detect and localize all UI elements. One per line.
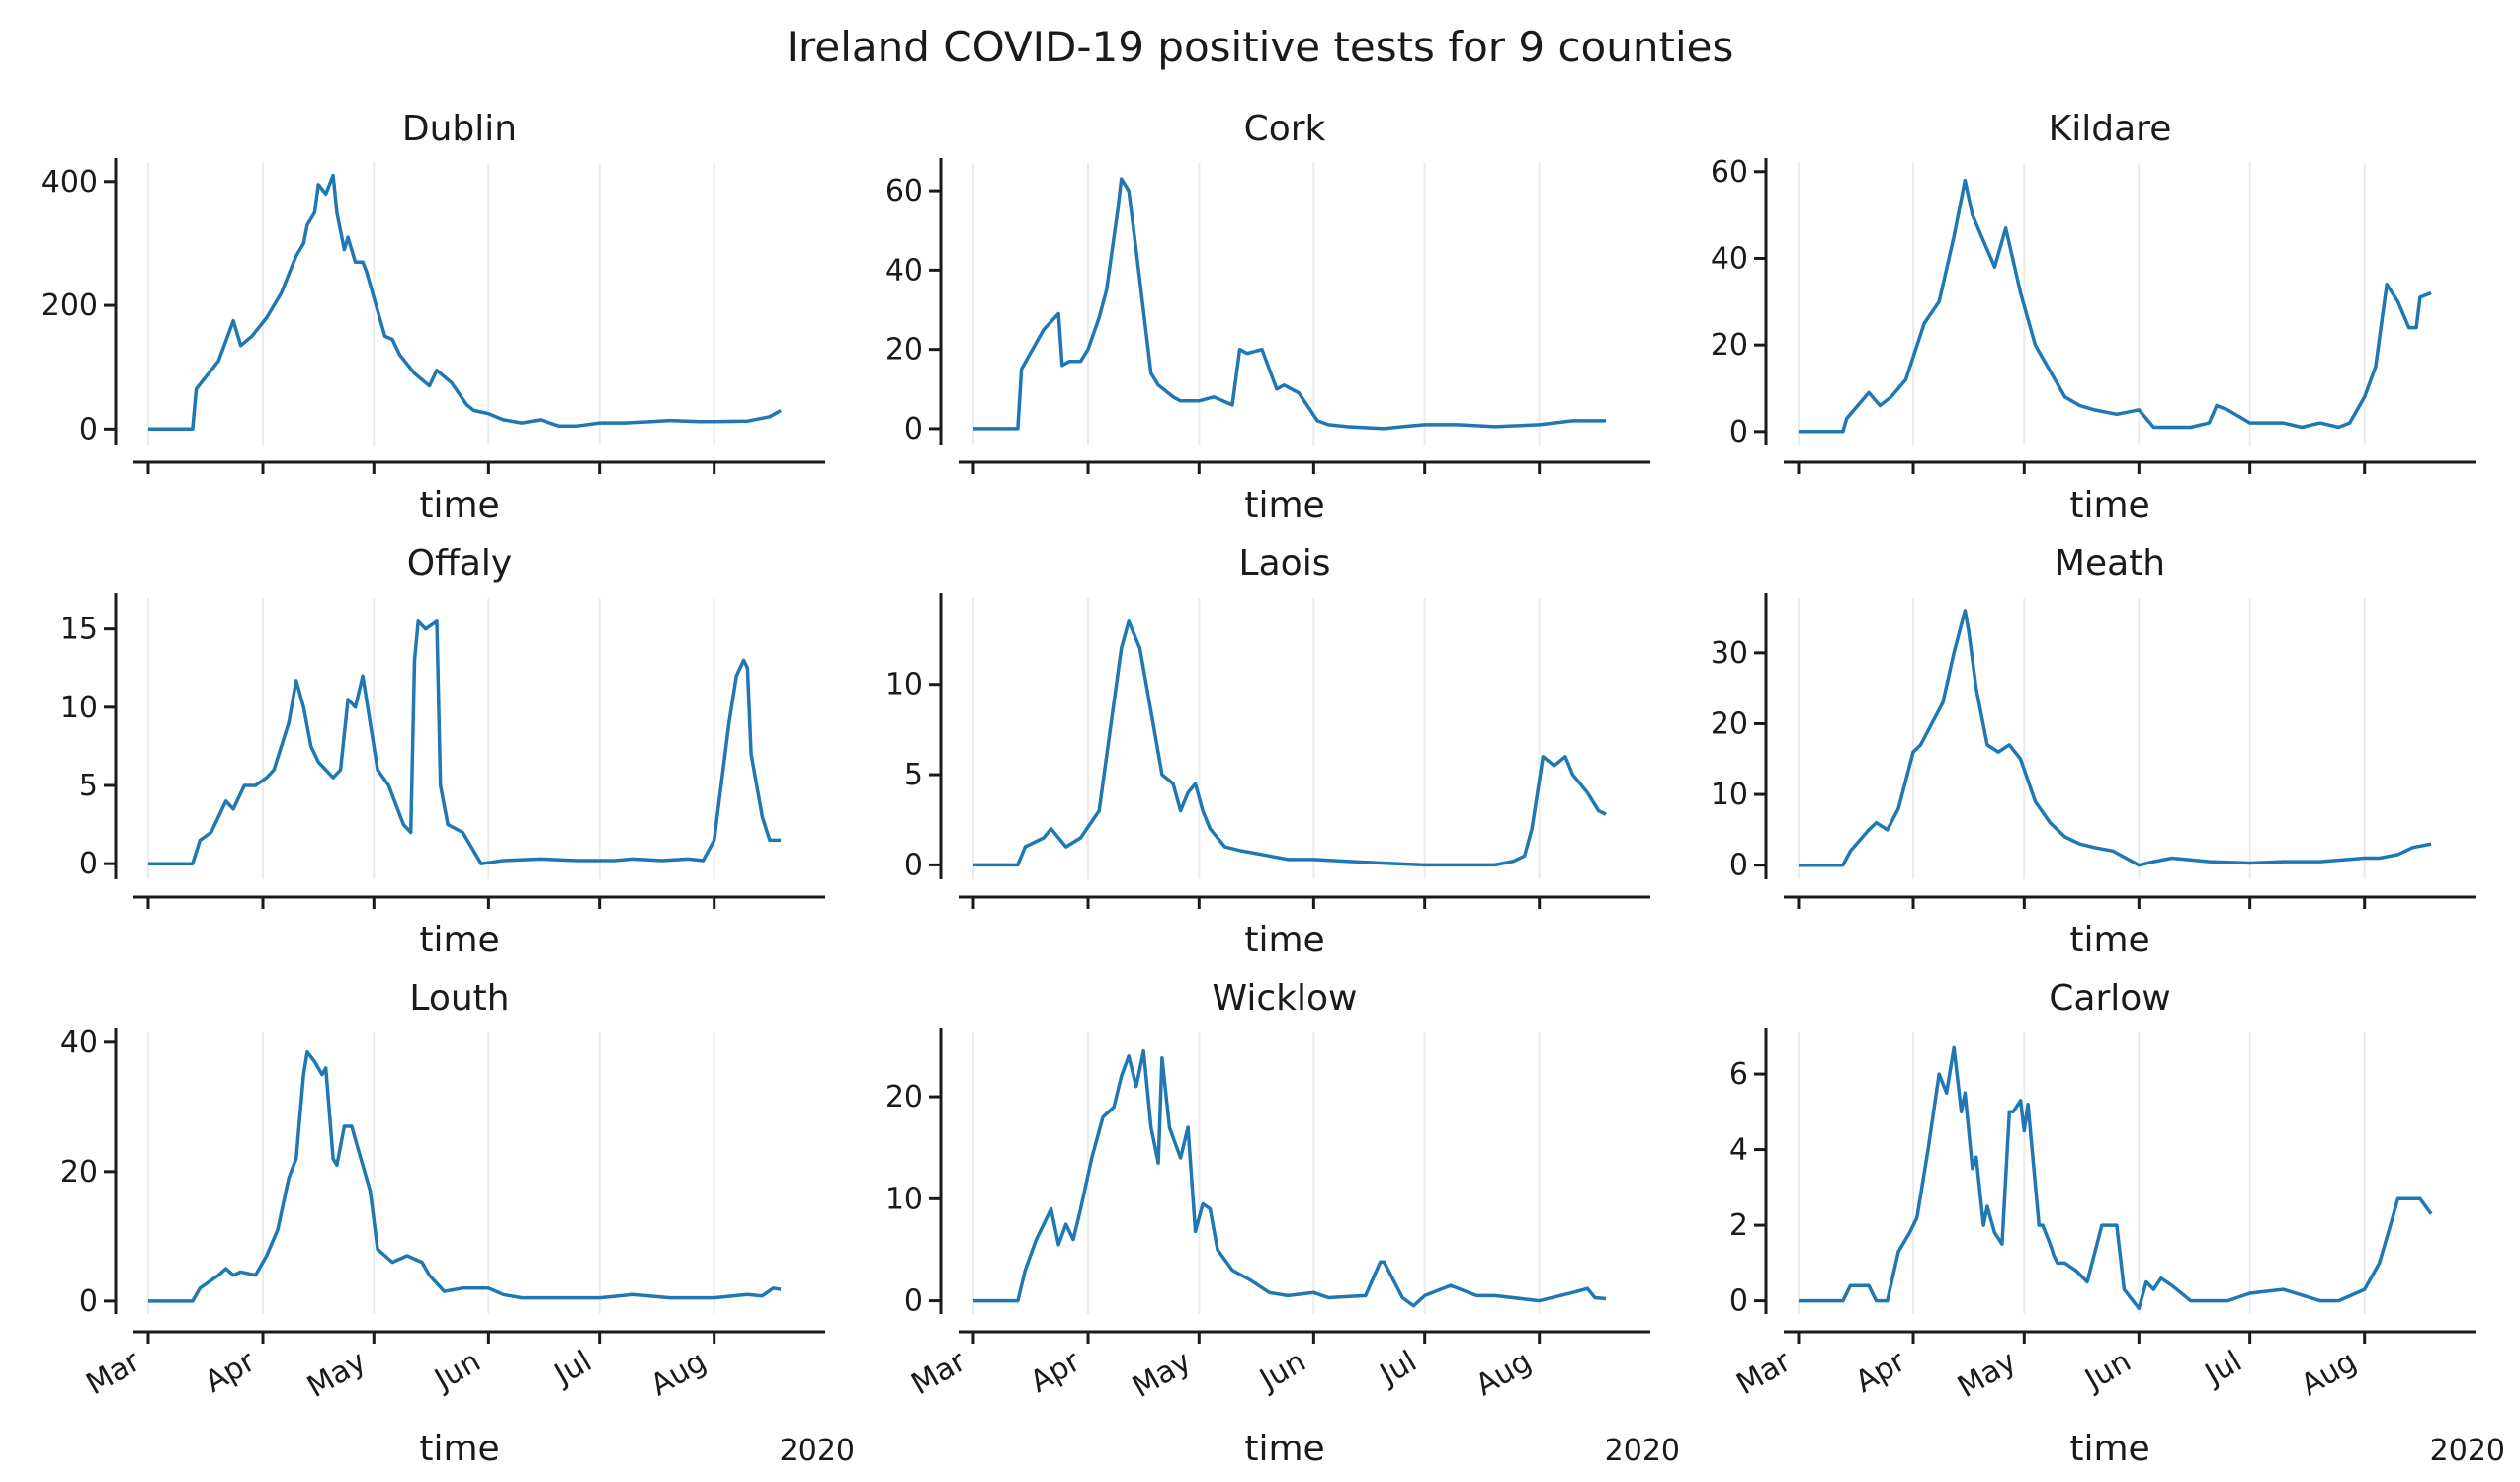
panel-dublin: 0 200 400 Dublin time	[42, 109, 825, 526]
y-tick-label: 20	[1711, 328, 1748, 363]
y-tick-label: 0	[1729, 415, 1748, 450]
series-line-dublin	[148, 173, 782, 432]
y-tick-label: 6	[1729, 1057, 1748, 1092]
x-axis-year-label: 2020	[780, 1434, 855, 1468]
x-axis-label: time	[2069, 920, 2149, 960]
figure-title: Ireland COVID-19 positive tests for 9 co…	[787, 23, 1734, 71]
x-axis-year-label: 2020	[1605, 1434, 1680, 1468]
y-tick-label: 40	[1711, 241, 1748, 276]
x-axis-label: time	[1244, 485, 1324, 526]
series-line-louth	[148, 1049, 782, 1303]
series-line-offaly	[148, 619, 782, 865]
panel-title: Cork	[1244, 109, 1326, 149]
y-tick-label: 20	[885, 333, 923, 368]
y-tick-label: 0	[79, 847, 98, 881]
y-tick-label: 60	[1711, 155, 1748, 190]
y-tick-label: 0	[1729, 1284, 1748, 1319]
y-tick-label: 200	[42, 288, 98, 323]
panel-title: Offaly	[407, 543, 513, 584]
series-line-cork	[973, 177, 1607, 431]
y-tick-label: 0	[79, 1284, 98, 1319]
panel-title: Meath	[2055, 543, 2165, 584]
series-line-meath	[1799, 609, 2432, 867]
x-axis-label: time	[419, 920, 499, 960]
y-tick-label: 40	[60, 1026, 98, 1060]
y-tick-label: 0	[904, 412, 923, 447]
y-tick-label: 0	[904, 1284, 923, 1319]
y-tick-label: 5	[79, 769, 98, 803]
series-line-laois	[973, 619, 1607, 867]
x-axis-label: time	[2069, 1429, 2149, 1469]
y-tick-label: 2	[1729, 1208, 1748, 1243]
y-tick-label: 30	[1711, 636, 1748, 671]
series-line-carlow	[1799, 1045, 2433, 1311]
panel-title: Louth	[409, 978, 509, 1019]
y-tick-label: 4	[1729, 1133, 1748, 1168]
y-tick-label: 0	[79, 412, 98, 447]
x-axis-label: time	[419, 1429, 499, 1469]
panel-title: Dublin	[402, 109, 517, 149]
panel-kildare: 0 20 40 60 Kildare time	[1711, 109, 2476, 526]
series-line-wicklow	[973, 1048, 1607, 1308]
y-tick-label: 40	[885, 253, 923, 288]
y-tick-label: 20	[885, 1080, 923, 1114]
y-tick-label: 10	[885, 668, 923, 702]
y-tick-label: 10	[885, 1182, 923, 1216]
panel-title: Wicklow	[1213, 978, 1358, 1019]
series-line-kildare	[1799, 178, 2432, 434]
y-tick-label: 0	[904, 848, 923, 882]
x-axis-label: time	[419, 485, 499, 526]
panel-cork: 0 20 40 60 Cork time	[885, 109, 1650, 526]
panel-title: Kildare	[2049, 109, 2172, 149]
y-tick-label: 10	[1711, 778, 1748, 812]
panel-title: Carlow	[2049, 978, 2170, 1019]
panel-laois: 0 5 10 Laois time	[885, 543, 1650, 960]
x-axis-year-label: 2020	[2430, 1434, 2505, 1468]
y-tick-label: 15	[60, 613, 98, 647]
y-tick-label: 400	[42, 165, 98, 200]
y-tick-label: 20	[1711, 706, 1748, 741]
y-tick-label: 0	[1729, 849, 1748, 883]
x-axis-label: time	[1244, 1429, 1324, 1469]
panel-title: Laois	[1239, 543, 1331, 584]
x-axis-label: time	[1244, 920, 1324, 960]
y-tick-label: 20	[60, 1155, 98, 1190]
panel-offaly: 0 5 10 15 Offaly time	[60, 543, 825, 960]
x-axis-label: time	[2069, 485, 2149, 526]
y-tick-label: 60	[885, 174, 923, 208]
y-tick-label: 10	[60, 691, 98, 725]
panel-meath: 0 10 20 30 Meath time	[1711, 543, 2476, 960]
y-tick-label: 5	[904, 758, 923, 792]
